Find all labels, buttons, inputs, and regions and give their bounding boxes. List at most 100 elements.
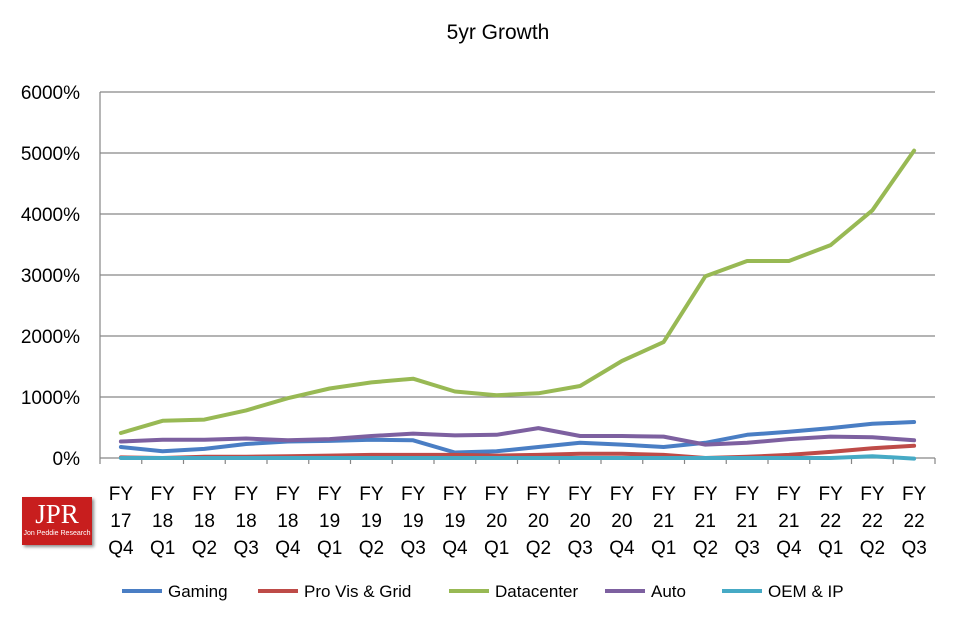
y-tick-label: 6000% — [21, 83, 80, 104]
x-tick-label-line: 22 — [820, 511, 841, 532]
x-tick-label-line: 19 — [361, 511, 382, 532]
series-line — [118, 420, 917, 455]
x-tick-label-line: 20 — [528, 511, 549, 532]
x-tick-label: FY 18 Q1 — [150, 484, 175, 559]
y-tick-label: 5000% — [21, 144, 80, 165]
legend-item: Pro Vis & Grid — [258, 582, 411, 601]
x-tick-label: FY 18 Q3 — [233, 484, 258, 559]
x-tick-label: FY 21 Q4 — [776, 484, 802, 559]
chart-title: 5yr Growth — [447, 21, 550, 44]
x-tick-label-line: Q1 — [150, 538, 175, 559]
x-tick-label: FY 18 Q4 — [275, 484, 301, 559]
x-tick-label-line: Q2 — [192, 538, 217, 559]
x-tick-label-line: FY — [150, 484, 175, 505]
legend-label: Auto — [651, 582, 686, 601]
x-tick-label-line: Q4 — [275, 538, 301, 559]
x-tick-label-line: FY — [735, 484, 760, 505]
x-tick-label-line: FY — [568, 484, 593, 505]
series-line — [118, 454, 917, 461]
x-tick-label-line: 20 — [570, 511, 591, 532]
x-tick-label-line: Q3 — [233, 538, 258, 559]
plot-area — [118, 148, 917, 461]
legend-item: Gaming — [122, 582, 228, 601]
legend-label: Pro Vis & Grid — [304, 582, 411, 601]
x-tick-label-line: FY — [651, 484, 676, 505]
x-tick-label-line: Q3 — [400, 538, 425, 559]
x-tick-label-line: FY — [610, 484, 635, 505]
x-tick-label-line: FY — [526, 484, 551, 505]
y-tick-label: 4000% — [21, 205, 80, 226]
x-tick-label: FY 19 Q2 — [359, 484, 384, 559]
x-tick-label-line: 20 — [486, 511, 507, 532]
x-tick-label-line: Q3 — [567, 538, 592, 559]
x-tick-label-line: 17 — [110, 511, 131, 532]
x-tick-label-line: FY — [443, 484, 468, 505]
x-tick-label: FY 21 Q2 — [693, 484, 718, 559]
x-tick-label-line: Q4 — [108, 538, 134, 559]
x-tick-label-line: 21 — [778, 511, 799, 532]
x-tick-label-line: FY — [777, 484, 802, 505]
grid — [99, 91, 936, 464]
series-line — [118, 148, 917, 435]
x-tick-label-line: FY — [693, 484, 718, 505]
x-tick-label-line: FY — [234, 484, 259, 505]
x-tick-label: FY 21 Q3 — [734, 484, 759, 559]
x-tick-label-line: 22 — [862, 511, 883, 532]
legend-item: Auto — [605, 582, 686, 601]
x-tick-label: FY 20 Q4 — [609, 484, 635, 559]
x-tick-label-line: FY — [902, 484, 927, 505]
y-tick-label: 3000% — [21, 266, 80, 287]
x-tick-label: FY 19 Q3 — [400, 484, 425, 559]
x-tick-label-line: Q1 — [317, 538, 342, 559]
x-tick-label: FY 22 Q1 — [818, 484, 843, 559]
x-tick-label: FY 20 Q1 — [484, 484, 509, 559]
x-tick-label-line: Q4 — [609, 538, 635, 559]
x-tick-label-line: Q3 — [734, 538, 759, 559]
x-tick-label-line: Q4 — [442, 538, 468, 559]
x-tick-label: FY 18 Q2 — [192, 484, 217, 559]
x-tick-label-line: Q2 — [693, 538, 718, 559]
x-tick-label-line: 20 — [611, 511, 632, 532]
x-axis: FY 17 Q4 FY 18 Q1 FY 18 Q2 FY 18 Q3 FY 18 Q4 FY 19 Q1 FY 19… — [108, 484, 927, 559]
series-line — [118, 426, 917, 447]
legend-item: Datacenter — [449, 582, 578, 601]
x-tick-label-line: Q1 — [484, 538, 509, 559]
legend-item: OEM & IP — [722, 582, 844, 601]
legend: Gaming Pro Vis & Grid Datacenter Auto OEM & … — [122, 582, 844, 601]
x-tick-label-line: 19 — [319, 511, 340, 532]
x-tick-label-line: FY — [192, 484, 217, 505]
y-tick-label: 2000% — [21, 327, 80, 348]
x-tick-label-line: Q1 — [651, 538, 676, 559]
x-tick-label-line: 21 — [653, 511, 674, 532]
x-tick-label-line: 21 — [737, 511, 758, 532]
x-tick-label-line: 19 — [444, 511, 465, 532]
x-tick-label-line: Q4 — [776, 538, 802, 559]
x-tick-label-line: Q2 — [860, 538, 885, 559]
x-tick-label-line: 21 — [695, 511, 716, 532]
legend-label: OEM & IP — [768, 582, 844, 601]
x-tick-label: FY 17 Q4 — [108, 484, 134, 559]
legend-label: Datacenter — [495, 582, 578, 601]
logo-main-text: JPR — [35, 499, 79, 529]
x-tick-label-line: Q1 — [818, 538, 843, 559]
x-tick-label-line: 22 — [904, 511, 925, 532]
x-tick-label-line: FY — [317, 484, 342, 505]
legend-label: Gaming — [168, 582, 228, 601]
x-tick-label: FY 19 Q1 — [317, 484, 342, 559]
x-tick-label-line: 18 — [277, 511, 298, 532]
x-tick-label: FY 20 Q2 — [526, 484, 551, 559]
x-tick-label-line: FY — [401, 484, 426, 505]
x-tick-label-line: FY — [484, 484, 509, 505]
x-tick-label: FY 19 Q4 — [442, 484, 468, 559]
y-axis: 0% 1000% 2000% 3000% 4000% 5000% 6000% — [21, 83, 80, 470]
x-tick-label-line: Q2 — [359, 538, 384, 559]
x-tick-label: FY 20 Q3 — [567, 484, 592, 559]
x-tick-label: FY 22 Q2 — [860, 484, 885, 559]
x-tick-label: FY 21 Q1 — [651, 484, 676, 559]
y-tick-label: 1000% — [21, 388, 80, 409]
x-tick-label-line: FY — [109, 484, 134, 505]
x-tick-label-line: FY — [276, 484, 301, 505]
x-tick-label-line: 19 — [403, 511, 424, 532]
x-tick-label-line: Q3 — [901, 538, 926, 559]
